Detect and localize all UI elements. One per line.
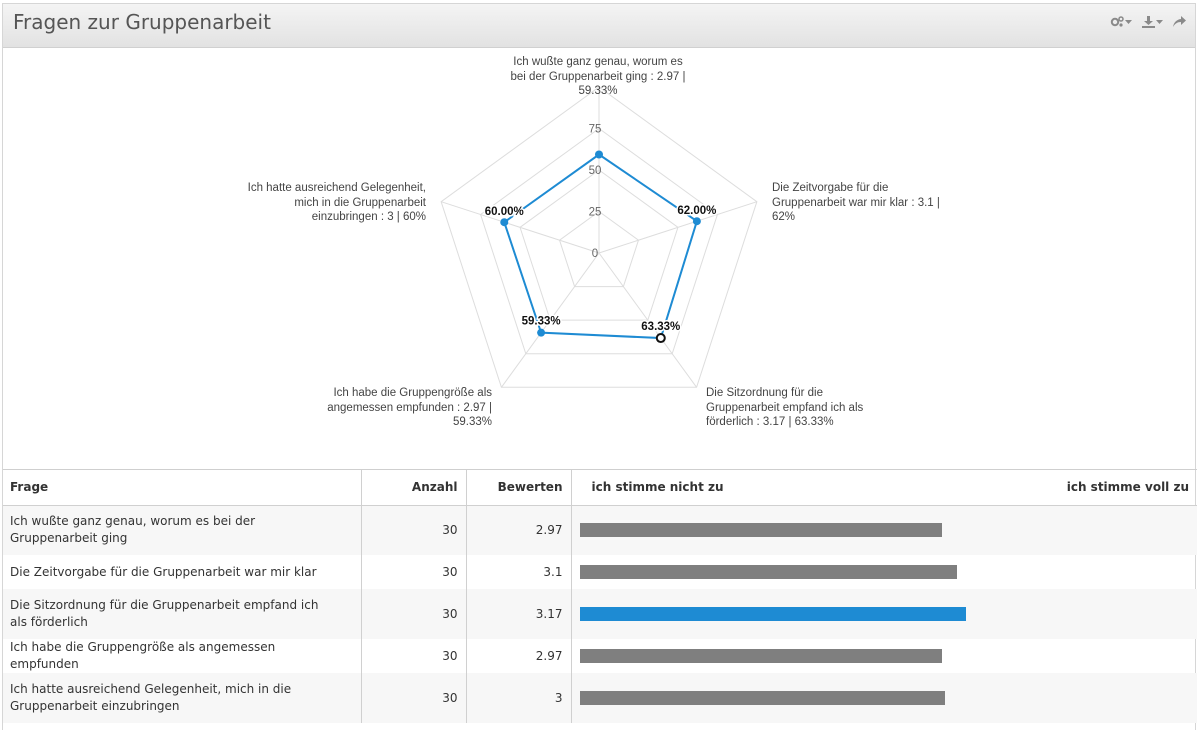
table-row: Die Zeitvorgabe für die Gruppenarbeit wa… (3, 555, 1197, 589)
settings-gear-icon (1110, 16, 1124, 28)
panel-title: Fragen zur Gruppenarbeit (13, 10, 271, 34)
survey-panel: Fragen zur Gruppenarbeit (2, 3, 1197, 730)
radial-tick-label: 25 (589, 207, 602, 219)
rating-bar (579, 523, 942, 538)
row-anzahl: 30 (361, 555, 467, 589)
grid-ring (558, 210, 640, 288)
grid-spoke (501, 252, 600, 388)
table-row: Ich habe die Gruppengröße als angemessen… (3, 639, 1197, 673)
radial-tick-label: 50 (589, 165, 602, 177)
results-table-wrap: Frage Anzahl Bewerten ich stimme nicht z… (3, 469, 1197, 723)
radial-tick-label: 75 (589, 124, 602, 136)
axis-label-0: Ich wußte ganz genau, worum es bei der G… (510, 56, 686, 97)
data-label: 60.00% (485, 206, 524, 218)
data-label: 63.33% (641, 321, 680, 333)
column-header-scale: ich stimme nicht zu ich stimme voll zu (571, 470, 1197, 506)
grid-ring (519, 169, 679, 321)
axis-label-4: Ich hatte ausreichend Gelegenheit, mich … (247, 182, 426, 223)
data-label: 59.33% (522, 316, 561, 328)
download-menu-button[interactable] (1139, 12, 1166, 32)
row-bewerten: 2.97 (466, 505, 572, 555)
rating-bar (579, 607, 966, 621)
row-frage: Die Sitzordnung für die Gruppenarbeit em… (3, 589, 362, 639)
scale-max-label: ich stimme voll zu (1066, 480, 1189, 495)
data-point (537, 328, 546, 337)
download-icon (1142, 16, 1155, 28)
radar-chart: 0 25 50 75 62.00% 63.33% 59.33% 60.00% (440, 86, 758, 388)
row-anzahl: 30 (361, 673, 467, 723)
table-row: Ich hatte ausreichend Gelegenheit, mich … (3, 673, 1197, 723)
table-row: Ich wußte ganz genau, worum es bei der G… (3, 505, 1197, 555)
panel-toolbar (1107, 12, 1189, 32)
data-point (500, 218, 509, 227)
row-bewerten: 3.1 (466, 555, 572, 589)
grid-ring (480, 127, 718, 355)
chevron-down-icon (1125, 19, 1132, 25)
table-header-row: Frage Anzahl Bewerten ich stimme nicht z… (3, 470, 1197, 506)
results-table: Frage Anzahl Bewerten ich stimme nicht z… (3, 470, 1197, 723)
row-frage: Die Zeitvorgabe für die Gruppenarbeit wa… (3, 555, 362, 589)
chevron-down-icon (1156, 19, 1163, 25)
rating-bar (579, 565, 958, 579)
column-header-bewerten[interactable]: Bewerten (466, 470, 572, 506)
grid-spoke (440, 201, 600, 254)
row-bewerten: 3 (466, 673, 572, 723)
row-frage: Ich hatte ausreichend Gelegenheit, mich … (3, 673, 362, 723)
row-bewerten: 3.17 (466, 589, 572, 639)
data-point-highlighted (655, 333, 666, 344)
radar-chart-area: 0 25 50 75 62.00% 63.33% 59.33% 60.00% Ich wußt… (3, 49, 1197, 469)
axis-label-2: Die Sitzordnung für die Gruppenarbeit em… (706, 387, 864, 428)
grid-spoke (598, 201, 758, 254)
row-anzahl: 30 (361, 505, 467, 555)
data-point (692, 217, 701, 226)
column-header-anzahl[interactable]: Anzahl (361, 470, 467, 506)
share-button[interactable] (1170, 12, 1189, 32)
row-bewerten: 2.97 (466, 639, 572, 673)
row-frage: Ich wußte ganz genau, worum es bei der G… (3, 505, 362, 555)
share-icon (1173, 16, 1186, 28)
series-line (503, 153, 699, 340)
grid-ring (440, 86, 758, 388)
data-point (595, 150, 603, 159)
table-row: Die Sitzordnung für die Gruppenarbeit em… (3, 589, 1197, 639)
row-anzahl: 30 (361, 589, 467, 639)
column-header-frage[interactable]: Frage (3, 470, 362, 506)
settings-menu-button[interactable] (1107, 12, 1135, 32)
grid-spoke (598, 252, 697, 388)
axis-label-3: Ich habe die Gruppengröße als angemessen… (327, 387, 492, 428)
panel-header: Fragen zur Gruppenarbeit (3, 4, 1195, 48)
data-label: 62.00% (677, 205, 716, 217)
radial-tick-label: 0 (592, 248, 598, 260)
rating-bar (579, 691, 946, 705)
row-frage: Ich habe die Gruppengröße als angemessen… (3, 639, 362, 673)
row-anzahl: 30 (361, 639, 467, 673)
scale-min-label: ich stimme nicht zu (591, 480, 724, 495)
axis-label-1: Die Zeitvorgabe für die Gruppenarbeit wa… (772, 182, 940, 223)
rating-bar (579, 649, 942, 663)
